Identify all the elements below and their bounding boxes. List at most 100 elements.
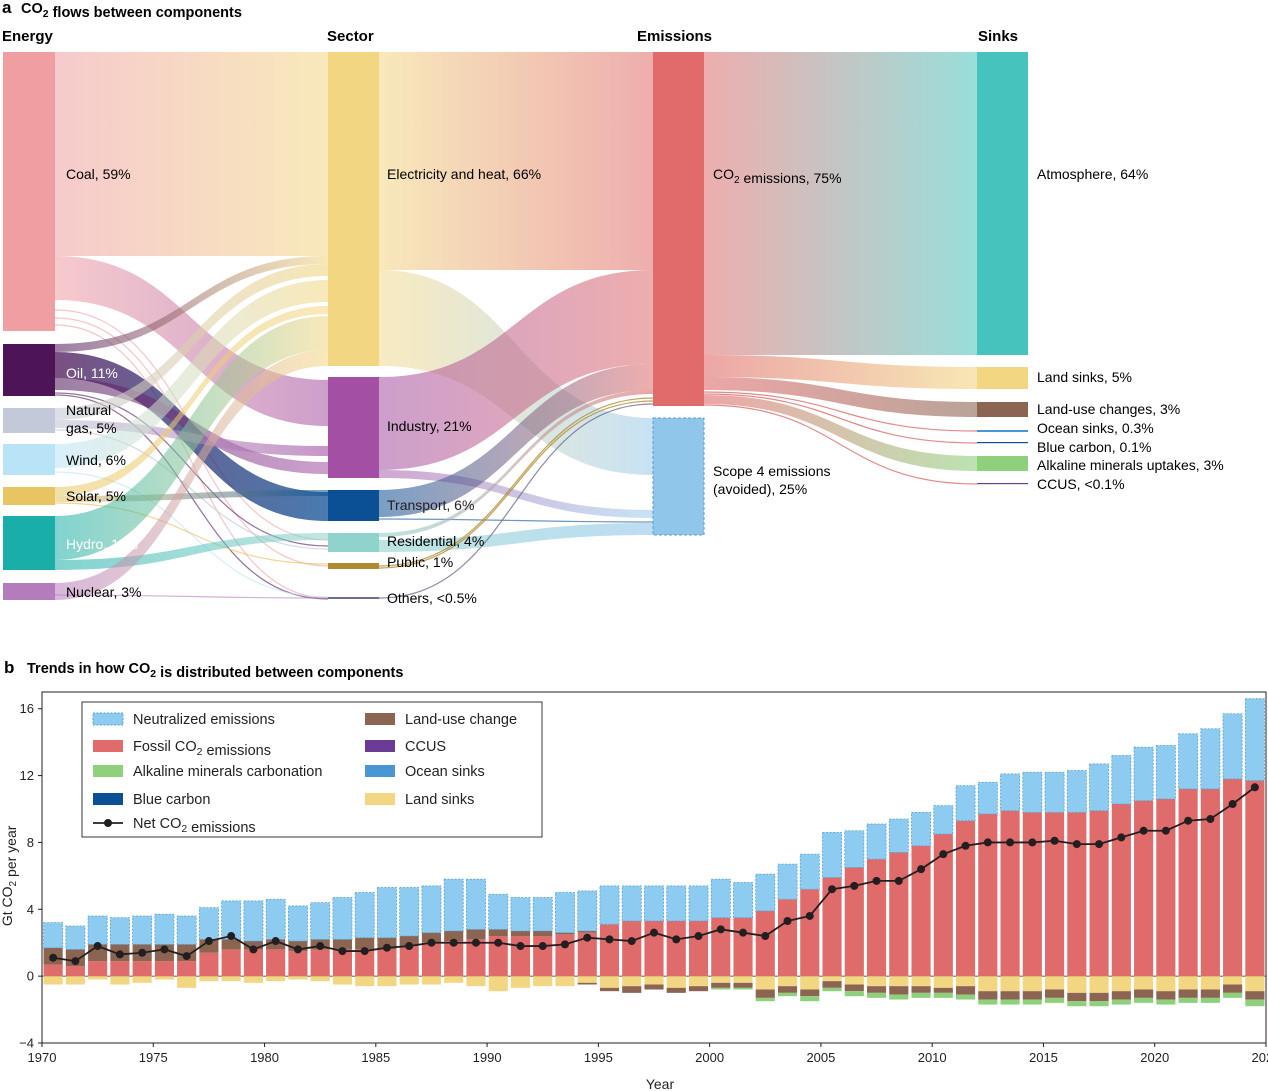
plot-frame bbox=[41, 691, 1267, 1044]
bar-alkaline-2021 bbox=[1178, 997, 1198, 1003]
bar-fossil-1976 bbox=[177, 961, 197, 977]
bar-land-use-neg-2003 bbox=[777, 986, 798, 993]
node-coal bbox=[3, 52, 55, 331]
bar-land-sinks-2001 bbox=[733, 976, 753, 983]
legend-item-land-use: Land-use change bbox=[365, 712, 517, 728]
node-co2-emissions bbox=[653, 52, 704, 406]
node-label-oil: Oil, 11% bbox=[66, 365, 118, 381]
bar-land-sinks-2024 bbox=[1245, 976, 1265, 992]
net-emissions-point-1983 bbox=[338, 947, 347, 956]
bar-land-use-neg-1996 bbox=[622, 986, 642, 993]
bar-fossil-1990 bbox=[488, 936, 508, 977]
bar-fossil-2005 bbox=[822, 877, 842, 977]
bar-alkaline-2018 bbox=[1111, 999, 1131, 1005]
bar-neutralized-1977 bbox=[198, 907, 219, 940]
link-oil-electricity bbox=[55, 256, 328, 352]
sankey-links bbox=[54, 52, 978, 600]
bar-neutralized-2017 bbox=[1089, 763, 1110, 812]
bar-neutralized-1972 bbox=[87, 915, 108, 945]
net-emissions-point-2013 bbox=[1006, 838, 1015, 847]
link-wind-electricity bbox=[55, 280, 328, 468]
link-co2-landsinks bbox=[704, 355, 977, 389]
bar-land-sinks-2019 bbox=[1134, 976, 1154, 990]
node-label-nuclear: Nuclear, 3% bbox=[66, 584, 141, 600]
bar-land-sinks-1984 bbox=[355, 976, 375, 987]
bar-fossil-2009 bbox=[911, 845, 931, 977]
net-emissions-point-1980 bbox=[271, 937, 280, 946]
y-axis-label: Gt CO2 per year bbox=[0, 825, 19, 926]
bar-neutralized-2019 bbox=[1133, 746, 1154, 802]
legend-box bbox=[81, 701, 543, 838]
bar-alkaline-2014 bbox=[1022, 999, 1042, 1005]
bar-fossil-2015 bbox=[1045, 812, 1065, 977]
link-gas-residential bbox=[54, 429, 329, 550]
bar-land-use-neg-2013 bbox=[1000, 991, 1020, 1000]
bar-land-sinks-2010 bbox=[933, 976, 953, 988]
x-tick-label: 1990 bbox=[473, 1050, 502, 1065]
node-label-ccus: CCUS, <0.1% bbox=[1037, 476, 1125, 492]
node-industry bbox=[328, 377, 379, 478]
node-alkaline bbox=[977, 456, 1028, 471]
net-emissions-point-1992 bbox=[538, 942, 547, 951]
bar-neutralized-1996 bbox=[621, 885, 642, 922]
net-emissions-point-1979 bbox=[249, 945, 258, 954]
net-emissions-point-1995 bbox=[605, 935, 614, 944]
column-heading-sinks: Sinks bbox=[978, 28, 1018, 45]
y-tick-label: −4 bbox=[19, 1036, 34, 1051]
bar-alkaline-2004 bbox=[800, 996, 820, 1002]
net-emissions-point-2003 bbox=[783, 916, 792, 925]
bar-fossil-2016 bbox=[1067, 812, 1087, 977]
bar-land-use-neg-2018 bbox=[1111, 991, 1131, 1000]
bar-alkaline-2008 bbox=[889, 994, 909, 1000]
node-label-scope4: (avoided), 25% bbox=[713, 481, 807, 497]
sankey-labels: Coal, 59% Oil, 11% Natural gas, 5% Wind, 6% S… bbox=[66, 166, 1224, 606]
bar-fossil-2020 bbox=[1156, 798, 1176, 977]
node-label-co2-emissions: CO2 emissions, 75% bbox=[713, 166, 842, 186]
bar-land-use-1978 bbox=[221, 939, 241, 950]
bar-land-sinks-1992 bbox=[533, 976, 553, 987]
node-label-industry: Industry, 21% bbox=[387, 418, 472, 434]
bar-land-sinks-2003 bbox=[777, 976, 798, 987]
bar-land-use-1994 bbox=[577, 931, 597, 933]
node-natural-gas bbox=[3, 408, 55, 433]
node-blue-carbon bbox=[977, 442, 1028, 444]
panel-b-letter: b bbox=[4, 658, 14, 677]
link-co2-atmosphere bbox=[704, 52, 977, 355]
node-label-natural-gas: Natural bbox=[66, 402, 111, 418]
net-emissions-point-1990 bbox=[494, 938, 503, 947]
bar-alkaline-2005 bbox=[822, 987, 842, 992]
bar-land-sinks-2008 bbox=[889, 976, 909, 987]
bar-neutralized-2003 bbox=[777, 863, 798, 900]
bar-neutralized-1980 bbox=[265, 898, 286, 940]
bar-neutralized-2013 bbox=[1000, 773, 1021, 812]
bar-fossil-2002 bbox=[755, 910, 775, 977]
bar-land-sinks-2004 bbox=[800, 976, 820, 990]
net-emissions-point-1985 bbox=[382, 943, 391, 952]
bar-fossil-1989 bbox=[466, 939, 486, 977]
link-co2-landuse bbox=[704, 377, 977, 417]
net-emissions-point-1991 bbox=[516, 942, 525, 951]
bar-fossil-1982 bbox=[310, 949, 330, 977]
link-co2-bluecarbon bbox=[703, 393, 978, 444]
legend-item-land-sinks: Land sinks bbox=[365, 792, 474, 808]
bar-land-sinks-1991 bbox=[510, 976, 531, 988]
bar-land-sinks-1986 bbox=[399, 976, 419, 985]
link-coal-electricity bbox=[55, 52, 328, 256]
net-emissions-point-2012 bbox=[983, 838, 992, 847]
net-emissions-point-2007 bbox=[872, 876, 881, 885]
column-heading-emissions: Emissions bbox=[637, 28, 712, 45]
bar-fossil-2007 bbox=[866, 859, 887, 977]
bar-neutralized-2024 bbox=[1244, 698, 1265, 781]
net-emissions-point-1997 bbox=[650, 928, 658, 937]
net-emissions-point-1993 bbox=[560, 940, 569, 949]
bar-neutralized-2018 bbox=[1111, 755, 1132, 805]
legend-item-alkaline: Alkaline minerals carbonation bbox=[93, 764, 322, 780]
bar-land-sinks-1997 bbox=[644, 976, 664, 985]
column-heading-sector: Sector bbox=[327, 28, 374, 45]
bar-land-use-neg-2007 bbox=[866, 986, 887, 993]
legend-item-blue-carbon: Blue carbon bbox=[93, 792, 210, 808]
x-tick-label: 2000 bbox=[695, 1050, 724, 1065]
legend-item-ocean-sinks: Ocean sinks bbox=[365, 764, 485, 780]
net-emissions-point-1975 bbox=[160, 945, 169, 954]
